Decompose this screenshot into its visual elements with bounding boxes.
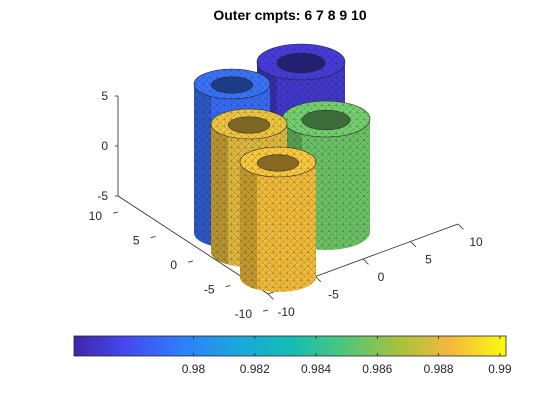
x-axis-tick-label: -10 [277, 305, 295, 319]
colorbar: 0.98 0.982 0.984 0.986 0.988 0.99 [73, 335, 512, 376]
colorbar-tick-label: 0.98 [182, 362, 206, 376]
colorbar-tick-label: 0.988 [424, 362, 454, 376]
axis-ticks: -5 0 5 -10 -5 0 5 10 -10 -5 0 5 10 [89, 89, 483, 321]
x-axis-tick-label: 0 [378, 270, 385, 284]
x-axis-tick-mark [410, 241, 417, 248]
cylinder-cmpt-8 [239, 146, 317, 292]
z-axis-tick-label: -5 [97, 189, 108, 203]
x-axis-tick-label: -5 [328, 288, 339, 302]
colorbar-ticks: 0.98 0.982 0.984 0.986 0.988 0.99 [182, 336, 512, 376]
y-axis-tick-mark [188, 260, 194, 263]
y-axis-tick-label: 5 [133, 234, 140, 248]
cylinder-shadow-8 [240, 162, 258, 290]
colorbar-gradient-bar [73, 335, 507, 357]
y-axis-tick-mark [263, 309, 269, 312]
x-axis-tick-mark [362, 258, 369, 265]
cylinder-shadow-10 [211, 124, 229, 265]
x-axis-tick-mark [267, 293, 274, 300]
y-axis-tick-label: 0 [170, 258, 177, 272]
colorbar-tick-label: 0.984 [301, 362, 331, 376]
x-axis-tick-mark [457, 223, 464, 230]
cylinders-group [193, 43, 371, 292]
y-axis-tick-mark [150, 236, 156, 239]
y-axis-tick-label: 10 [89, 209, 103, 223]
cylinder-hole-6 [276, 52, 326, 74]
colorbar-tick-label: 0.982 [240, 362, 270, 376]
colorbar-tick-label: 0.986 [362, 362, 392, 376]
x-axis-tick-label: 10 [469, 235, 483, 249]
x-axis-tick-label: 5 [425, 253, 432, 267]
y-axis-tick-mark [113, 211, 119, 214]
cylinder-hole-8 [256, 154, 300, 172]
y-axis-tick-label: -5 [204, 283, 215, 297]
cylinder-hole-7 [210, 76, 254, 94]
cylinder-hole-10 [227, 116, 271, 134]
y-axis-tick-label: -10 [235, 307, 253, 321]
x-axis-tick-mark [315, 276, 322, 283]
cylinder-mesh-8 [240, 162, 316, 292]
cylinder-hole-9 [301, 109, 351, 131]
chart-title: Outer cmpts: 6 7 8 9 10 [213, 7, 367, 23]
cylinder-shadow-7 [194, 84, 212, 246]
z-axis-tick-label: 5 [101, 89, 108, 103]
z-axis-tick-label: 0 [101, 139, 108, 153]
colorbar-tick-label: 0.99 [488, 362, 512, 376]
y-axis-tick-mark [225, 285, 231, 288]
